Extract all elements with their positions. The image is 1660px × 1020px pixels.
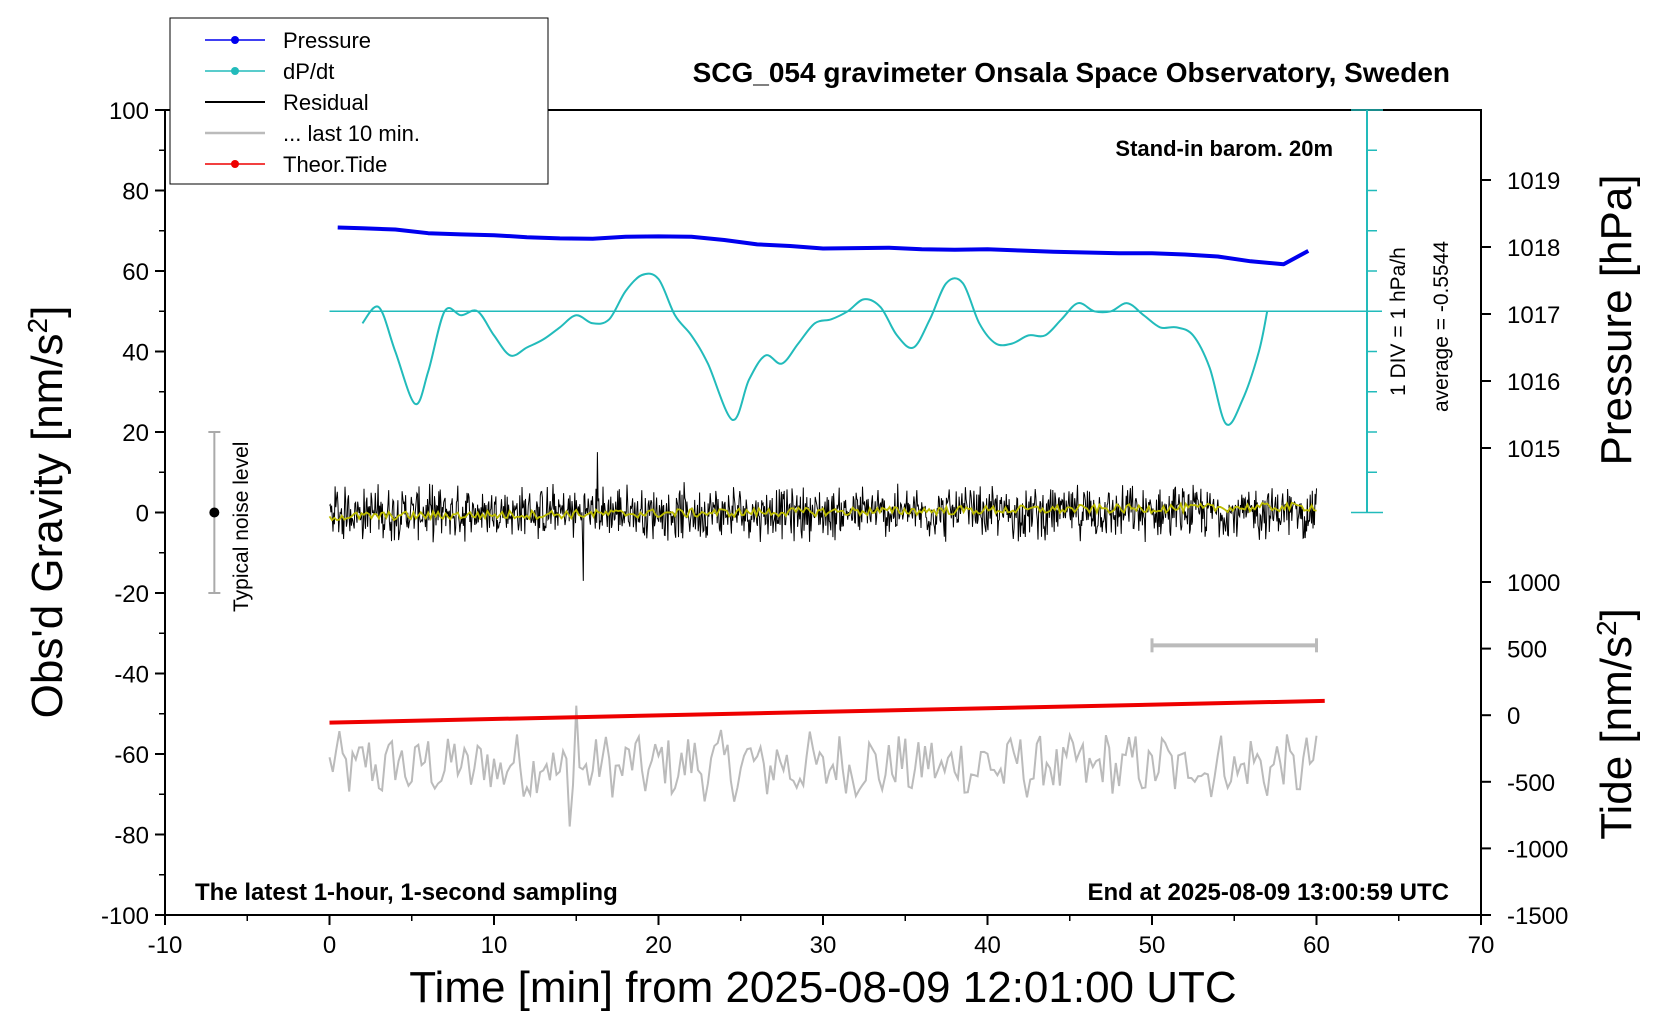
- y-tick-label: 80: [122, 179, 149, 206]
- y-tick-label: -20: [114, 581, 149, 608]
- subtitle-right: End at 2025-08-09 13:00:59 UTC: [1088, 879, 1450, 906]
- x-tick-label: 60: [1303, 932, 1330, 959]
- y-axis-title-pressure: Pressure [hPa]: [1592, 174, 1641, 465]
- pressure-tick-label: 1019: [1507, 168, 1560, 195]
- series-group: [328, 225, 1382, 827]
- y-tick-label: 100: [109, 98, 149, 125]
- x-axis-title: Time [min] from 2025-08-09 12:01:00 UTC: [409, 963, 1236, 1012]
- tide-tick-label: 500: [1507, 637, 1547, 664]
- tide-axis-ticks: 1000 500 0 -500 -1000 -1500: [1481, 570, 1568, 930]
- x-tick-label: 0: [323, 932, 336, 959]
- pressure-tick-label: 1017: [1507, 302, 1560, 329]
- x-tick-label: 40: [974, 932, 1001, 959]
- x-tick-label: 10: [481, 932, 508, 959]
- pressure-tick-label: 1015: [1507, 436, 1560, 463]
- y-axis-title-left: Obs'd Gravity [nm/s2]: [22, 306, 73, 719]
- x-tick-label: 50: [1139, 932, 1166, 959]
- tide-tick-label: -500: [1507, 770, 1555, 797]
- residual-series-line: [329, 452, 1317, 581]
- chart-title: SCG_054 gravimeter Onsala Space Observat…: [693, 57, 1450, 88]
- subtitle-left: The latest 1-hour, 1-second sampling: [195, 879, 618, 906]
- y-tick-label: -40: [114, 662, 149, 689]
- y-axis-ticks: 100 80 60 40 20 0 -20 -40 -60 -80 -100: [101, 98, 165, 930]
- pressure-series-line: [337, 225, 1310, 267]
- legend-pressure-label: Pressure: [283, 28, 371, 53]
- dpdt-average-label: average = -0.5544: [1430, 241, 1453, 412]
- x-tick-label: 30: [810, 932, 837, 959]
- noise-level-marker: [208, 431, 221, 594]
- residual-smooth-line: [328, 501, 1317, 522]
- y-tick-label: 0: [136, 501, 149, 528]
- legend-dpdt-label: dP/dt: [283, 59, 334, 84]
- legend: Pressure dP/dt Residual ... last 10 min.…: [169, 17, 549, 185]
- y-tick-label: 20: [122, 420, 149, 447]
- legend-dpdt-dot: [231, 67, 239, 75]
- dpdt-series-line: [361, 272, 1269, 426]
- barometer-note: Stand-in barom. 20m: [1115, 136, 1333, 161]
- y-tick-label: -100: [101, 903, 149, 930]
- tide-tick-label: -1500: [1507, 903, 1568, 930]
- y-tick-label: -60: [114, 742, 149, 769]
- legend-pressure-dot: [231, 36, 239, 44]
- y-axis-title-tide: Tide [nm/s2]: [1591, 608, 1642, 840]
- pressure-tick-label: 1018: [1507, 235, 1560, 262]
- legend-residual-label: Residual: [283, 90, 369, 115]
- tide-series-line: [329, 698, 1325, 725]
- tide-tick-label: -1000: [1507, 836, 1568, 863]
- y-tick-label: 40: [122, 340, 149, 367]
- noise-label: Typical noise level: [230, 442, 253, 612]
- pressure-axis-ticks: 1019 1018 1017 1016 1015: [1481, 168, 1560, 463]
- x-tick-label: 70: [1468, 932, 1495, 959]
- pressure-tick-label: 1016: [1507, 369, 1560, 396]
- legend-tide-label: Theor.Tide: [283, 152, 387, 177]
- x-tick-label: -10: [148, 932, 183, 959]
- dpdt-scale-label: 1 DIV = 1 hPa/h: [1387, 247, 1410, 396]
- x-axis-ticks: -10 0 10 20 30 40 50 60 70: [148, 915, 1495, 959]
- legend-tide-dot: [231, 160, 239, 168]
- y-tick-label: -80: [114, 823, 149, 850]
- tide-tick-label: 0: [1507, 703, 1520, 730]
- tide-tick-label: 1000: [1507, 570, 1560, 597]
- noise-bar-center-dot: [209, 507, 220, 518]
- x-tick-label: 20: [645, 932, 672, 959]
- legend-last10-label: ... last 10 min.: [283, 121, 420, 146]
- last10-series-line: [328, 705, 1318, 827]
- y-tick-label: 60: [122, 259, 149, 286]
